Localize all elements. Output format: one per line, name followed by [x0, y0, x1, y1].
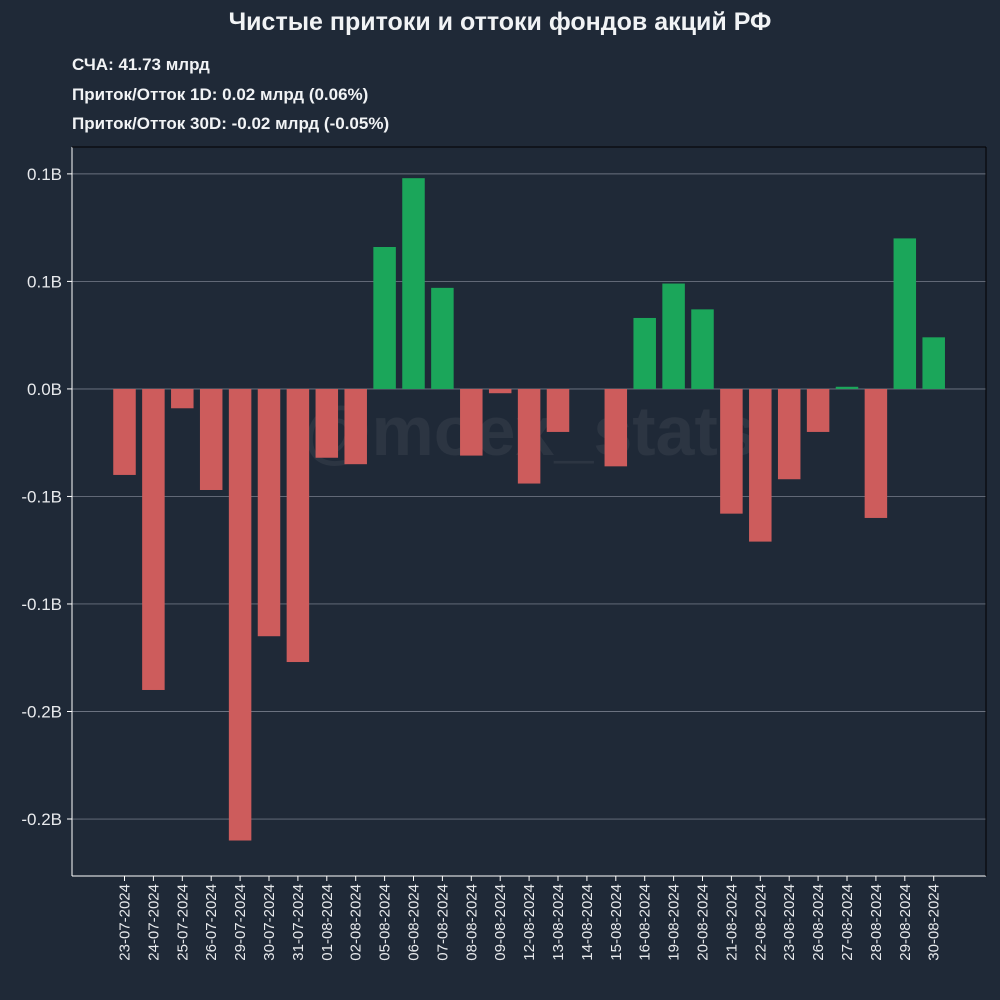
bar-inflow [431, 287, 454, 389]
x-tick-label: 16-08-2024 [637, 884, 654, 961]
x-tick-label: 22-08-2024 [752, 884, 769, 961]
bar-outflow [806, 388, 830, 432]
bar-outflow [113, 388, 136, 475]
bar-inflow [633, 317, 656, 389]
x-tick-label: 29-08-2024 [897, 884, 914, 961]
x-tick-label: 26-08-2024 [810, 884, 827, 961]
flow-30d-stat: Приток/Отток 30D: -0.02 млрд (-0.05%) [72, 114, 390, 133]
x-tick-label: 21-08-2024 [723, 884, 740, 961]
bar-outflow [604, 388, 628, 467]
x-tick-label: 25-07-2024 [174, 884, 191, 961]
x-tick-label: 27-08-2024 [839, 884, 856, 961]
bar-outflow [488, 388, 512, 394]
bar-inflow [662, 283, 685, 389]
y-tick-label: 0.0B [27, 380, 62, 399]
x-tick-label: 24-07-2024 [145, 884, 162, 961]
chart-title: Чистые притоки и оттоки фондов акций РФ [228, 8, 772, 36]
x-axis-ticks: 23-07-2024 24-07-2024 25-07-2024 26-07-2024… [117, 876, 943, 961]
bar-outflow [864, 388, 888, 518]
x-tick-label: 15-08-2024 [608, 884, 625, 961]
y-tick-label: 0.1B [27, 272, 62, 291]
y-tick-label: -0.2B [21, 702, 62, 721]
plot-area [72, 147, 986, 876]
x-tick-label: 09-08-2024 [492, 884, 509, 961]
x-tick-label: 05-08-2024 [377, 884, 394, 961]
bar-outflow [517, 388, 541, 484]
bar-inflow [402, 178, 425, 389]
x-tick-label: 12-08-2024 [521, 884, 538, 961]
y-tick-label: -0.1B [21, 487, 62, 506]
bar-outflow [315, 388, 339, 458]
bar-inflow [373, 246, 396, 389]
x-tick-label: 07-08-2024 [434, 884, 451, 961]
aum-stat: СЧА: 41.73 млрд [72, 55, 210, 74]
x-tick-label: 28-08-2024 [868, 884, 885, 961]
bar-outflow [460, 388, 483, 456]
bars [113, 178, 945, 841]
bar-outflow [546, 388, 570, 432]
grid-lines [72, 173, 986, 820]
bar-outflow [749, 388, 772, 542]
x-tick-label: 26-07-2024 [203, 884, 220, 961]
bar-outflow [720, 388, 743, 514]
bar-outflow [199, 388, 223, 490]
y-tick-label: 0.1B [27, 165, 62, 184]
bar-inflow [835, 386, 859, 389]
x-tick-label: 31-07-2024 [290, 884, 307, 961]
bar-outflow [228, 388, 252, 841]
x-tick-label: 19-08-2024 [666, 884, 683, 961]
flow-1d-stat: Приток/Отток 1D: 0.02 млрд (0.06%) [72, 85, 369, 104]
x-tick-label: 06-08-2024 [406, 884, 423, 961]
bar-outflow [257, 388, 281, 637]
bar-outflow [171, 388, 194, 409]
bar-outflow [344, 388, 367, 465]
bar-inflow [922, 337, 945, 389]
x-tick-label: 23-08-2024 [781, 884, 798, 961]
x-tick-label: 23-07-2024 [117, 884, 134, 961]
x-tick-label: 30-07-2024 [261, 884, 278, 961]
x-tick-label: 13-08-2024 [550, 884, 567, 961]
bar-inflow [893, 238, 917, 389]
x-tick-label: 02-08-2024 [348, 884, 365, 961]
x-tick-label: 08-08-2024 [463, 884, 480, 961]
bar-inflow [691, 309, 714, 389]
x-tick-label: 29-07-2024 [232, 884, 249, 961]
y-axis-ticks: 0.1B 0.1B 0.0B -0.1B -0.1B -0.2B -0.2B [21, 165, 72, 829]
x-tick-label: 20-08-2024 [695, 884, 712, 961]
y-tick-label: -0.1B [21, 595, 62, 614]
bar-outflow [142, 388, 165, 690]
bar-outflow [777, 388, 801, 480]
y-tick-label: -0.2B [21, 810, 62, 829]
x-tick-label: 14-08-2024 [579, 884, 596, 961]
x-tick-label: 01-08-2024 [319, 884, 336, 961]
bar-outflow [286, 388, 310, 663]
x-tick-label: 30-08-2024 [926, 884, 943, 961]
